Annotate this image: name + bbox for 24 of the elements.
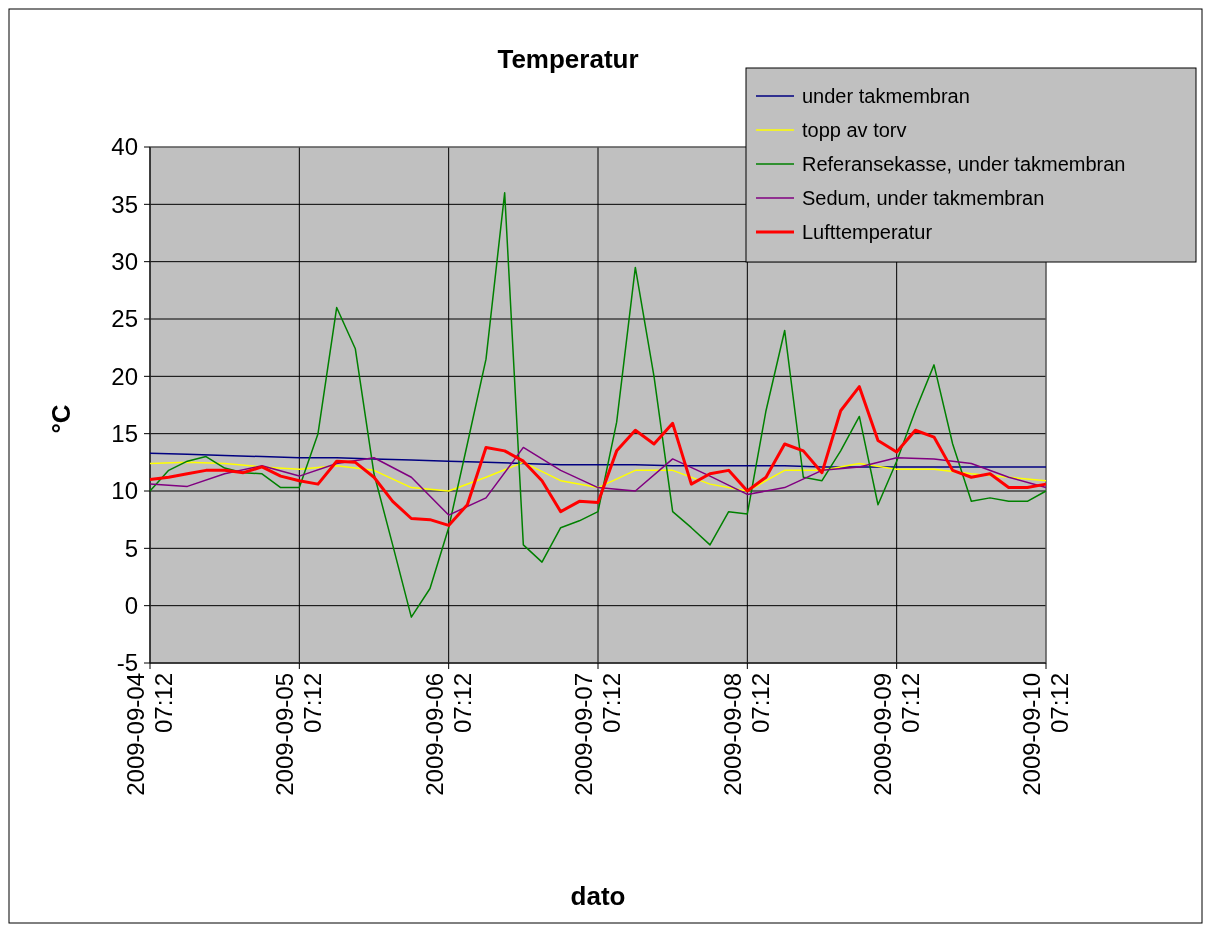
- y-tick-label: 15: [111, 420, 138, 448]
- legend-label: under takmembran: [802, 85, 970, 107]
- y-tick-label: 20: [111, 362, 138, 390]
- y-tick-label: 30: [111, 248, 138, 276]
- y-tick-label: 35: [111, 190, 138, 218]
- chart-title: Temperatur: [497, 44, 639, 74]
- y-tick-label: 40: [111, 133, 138, 161]
- x-tick-label: 2009-09-10 07:12: [1018, 673, 1073, 796]
- legend-label: Referansekasse, under takmembran: [802, 153, 1126, 175]
- x-tick-label: 2009-09-08 07:12: [719, 673, 775, 796]
- x-tick-label: 2009-09-07 07:12: [570, 673, 625, 796]
- y-tick-label: 0: [124, 592, 138, 620]
- legend-label: Sedum, under takmembran: [802, 187, 1045, 209]
- line-series: [149, 452, 1047, 468]
- y-tick-label: 10: [111, 477, 138, 505]
- x-axis-title: dato: [570, 881, 626, 911]
- y-axis-title: °C: [46, 404, 76, 434]
- x-tick-label: 2009-09-09 07:12: [868, 673, 924, 796]
- y-tick-label: 25: [111, 305, 138, 333]
- legend-label: Lufttemperatur: [802, 221, 933, 243]
- legend-label: topp av torv: [802, 119, 907, 141]
- x-tick-label: 2009-09-06 07:12: [420, 673, 476, 796]
- y-tick-label: 5: [124, 534, 138, 562]
- x-tick-label: 2009-09-05 07:12: [271, 673, 327, 796]
